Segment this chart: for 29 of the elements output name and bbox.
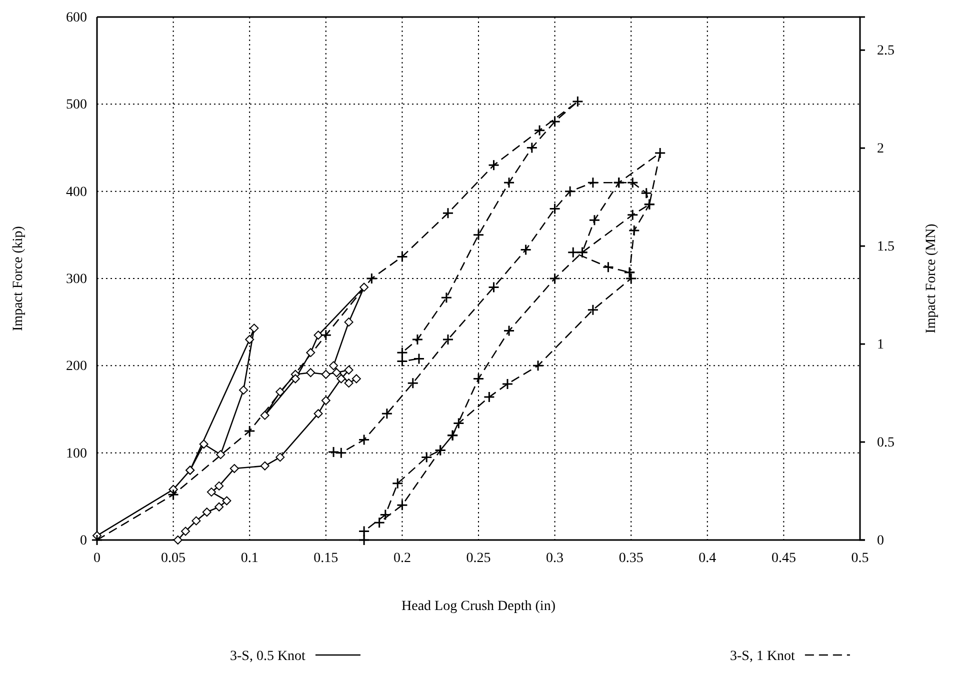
x-tick-label: 0.5	[851, 550, 869, 566]
legend-label: 3-S, 1 Knot	[730, 649, 796, 664]
y-tick-label: 0	[80, 533, 87, 548]
y-axis-title: Impact Force (kip)	[11, 226, 26, 331]
y-tick-label: 500	[66, 98, 87, 113]
x-axis-title: Head Log Crush Depth (in)	[402, 599, 556, 614]
x-tick-label: 0	[94, 550, 100, 566]
x-tick-label: 0.4	[698, 550, 716, 566]
y2-tick-label: 2	[877, 142, 884, 157]
x-tick-label: 0.05	[161, 550, 186, 566]
y-tick-label: 200	[66, 359, 87, 374]
legend-label: 3-S, 0.5 Knot	[230, 649, 306, 664]
y-tick-label: 400	[66, 184, 87, 200]
x-tick-label: 0.1	[240, 550, 258, 566]
y2-tick-label: 1	[877, 338, 884, 353]
x-tick-label: 0.2	[393, 550, 411, 566]
x-tick-label: 0.45	[771, 550, 796, 566]
y-tick-label: 100	[66, 446, 87, 462]
y-tick-label: 600	[66, 10, 87, 26]
x-tick-label: 0.35	[618, 550, 644, 566]
y-tick-label: 300	[66, 272, 87, 287]
y2-tick-label: 1.5	[877, 240, 894, 255]
y2-axis-title: Impact Force (MN)	[924, 223, 939, 334]
x-tick-label: 0.25	[466, 550, 491, 566]
y2-tick-label: 0.5	[877, 436, 894, 451]
x-tick-label: 0.15	[314, 550, 338, 566]
x-tick-label: 0.3	[546, 550, 564, 566]
y2-tick-label: 2.5	[877, 44, 894, 59]
y2-tick-label: 0	[877, 533, 884, 548]
